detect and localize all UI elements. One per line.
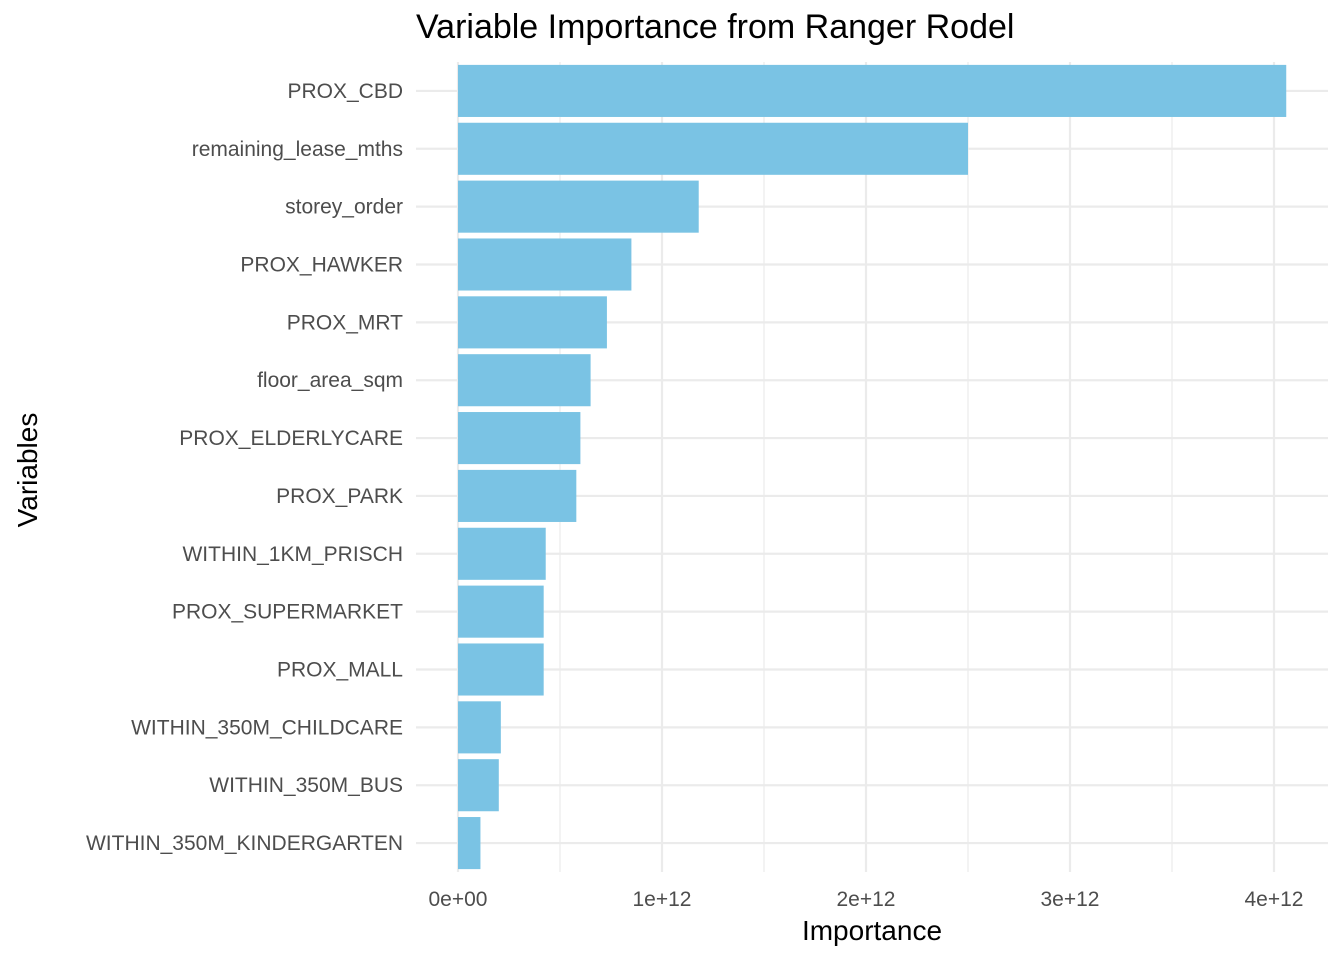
y-tick-label: PROX_CBD bbox=[287, 80, 403, 103]
bar bbox=[458, 527, 546, 580]
y-tick-label: PROX_MRT bbox=[287, 311, 403, 334]
x-tick-labels: 0e+00 1e+12 2e+12 3e+12 4e+12 bbox=[429, 888, 1304, 911]
y-tick-label: PROX_ELDERLYCARE bbox=[179, 427, 403, 450]
y-tick-label: WITHIN_1KM_PRISCH bbox=[182, 543, 403, 566]
y-tick-label: PROX_MALL bbox=[277, 659, 403, 682]
y-tick-label: storey_order bbox=[285, 196, 403, 219]
bar bbox=[458, 585, 544, 638]
bar bbox=[458, 701, 501, 754]
x-axis-title: Importance bbox=[802, 915, 942, 946]
y-tick-label: WITHIN_350M_KINDERGARTEN bbox=[86, 832, 403, 855]
chart-title: Variable Importance from Ranger Rodel bbox=[416, 8, 1015, 46]
bar bbox=[458, 180, 699, 233]
bar bbox=[458, 64, 1287, 117]
bar bbox=[458, 238, 632, 291]
bars bbox=[458, 64, 1287, 870]
y-tick-label: PROX_PARK bbox=[276, 485, 403, 508]
y-axis-title: Variables bbox=[12, 413, 43, 528]
x-tick-label: 0e+00 bbox=[429, 888, 488, 911]
y-tick-label: floor_area_sqm bbox=[257, 369, 403, 392]
x-tick-label: 1e+12 bbox=[633, 888, 692, 911]
bar bbox=[458, 469, 577, 522]
y-tick-label: WITHIN_350M_BUS bbox=[209, 774, 403, 797]
x-tick-label: 4e+12 bbox=[1245, 888, 1304, 911]
bar bbox=[458, 354, 591, 407]
bar bbox=[458, 296, 607, 349]
x-tick-label: 3e+12 bbox=[1041, 888, 1100, 911]
bar bbox=[458, 817, 481, 870]
y-tick-label: remaining_lease_mths bbox=[192, 138, 403, 161]
x-tick-label: 2e+12 bbox=[837, 888, 896, 911]
y-tick-label: PROX_HAWKER bbox=[240, 254, 403, 277]
bar bbox=[458, 643, 544, 696]
bar bbox=[458, 759, 499, 812]
y-tick-label: WITHIN_350M_CHILDCARE bbox=[131, 716, 403, 739]
bar bbox=[458, 122, 968, 175]
bar bbox=[458, 412, 581, 465]
y-tick-labels: PROX_CBD remaining_lease_mths storey_order… bbox=[86, 80, 403, 855]
y-tick-label: PROX_SUPERMARKET bbox=[172, 601, 403, 624]
